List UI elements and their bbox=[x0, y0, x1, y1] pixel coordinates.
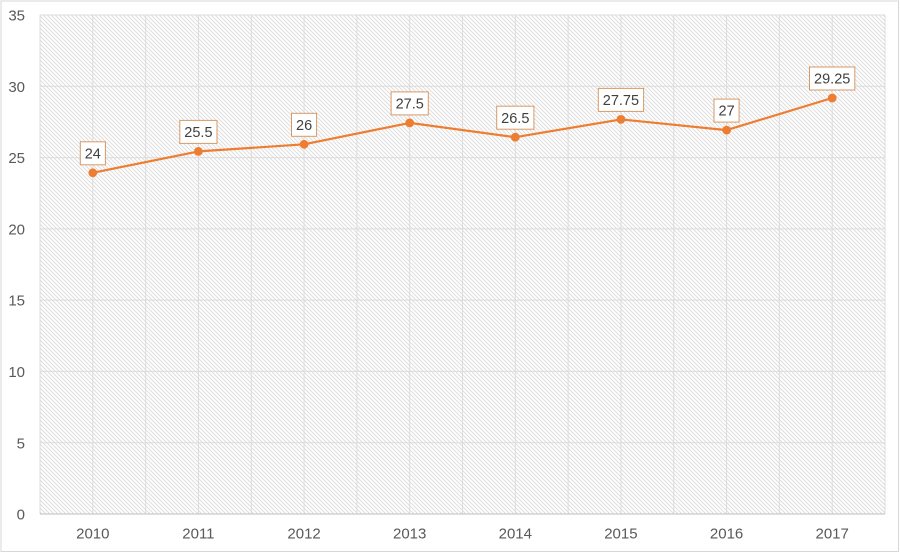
svg-text:2016: 2016 bbox=[710, 526, 743, 543]
svg-text:2011: 2011 bbox=[182, 526, 214, 543]
svg-text:26: 26 bbox=[296, 118, 312, 134]
svg-text:27: 27 bbox=[719, 104, 735, 120]
svg-text:2010: 2010 bbox=[76, 526, 109, 543]
svg-text:5: 5 bbox=[17, 435, 25, 452]
svg-text:27.5: 27.5 bbox=[396, 97, 424, 113]
svg-text:20: 20 bbox=[8, 222, 25, 239]
svg-text:35: 35 bbox=[8, 8, 25, 25]
svg-text:24: 24 bbox=[85, 146, 101, 162]
svg-text:2013: 2013 bbox=[393, 526, 426, 543]
svg-text:29.25: 29.25 bbox=[814, 72, 850, 88]
svg-text:30: 30 bbox=[8, 79, 25, 96]
svg-text:0: 0 bbox=[17, 507, 25, 524]
svg-text:26.5: 26.5 bbox=[501, 111, 529, 127]
svg-text:10: 10 bbox=[8, 364, 25, 381]
svg-text:2017: 2017 bbox=[816, 526, 849, 543]
svg-text:2012: 2012 bbox=[287, 526, 320, 543]
svg-text:25.5: 25.5 bbox=[184, 125, 212, 141]
svg-text:2014: 2014 bbox=[499, 526, 532, 543]
svg-text:15: 15 bbox=[8, 293, 25, 310]
svg-text:2015: 2015 bbox=[604, 526, 637, 543]
svg-text:27.75: 27.75 bbox=[603, 93, 639, 109]
svg-text:25: 25 bbox=[8, 150, 25, 167]
